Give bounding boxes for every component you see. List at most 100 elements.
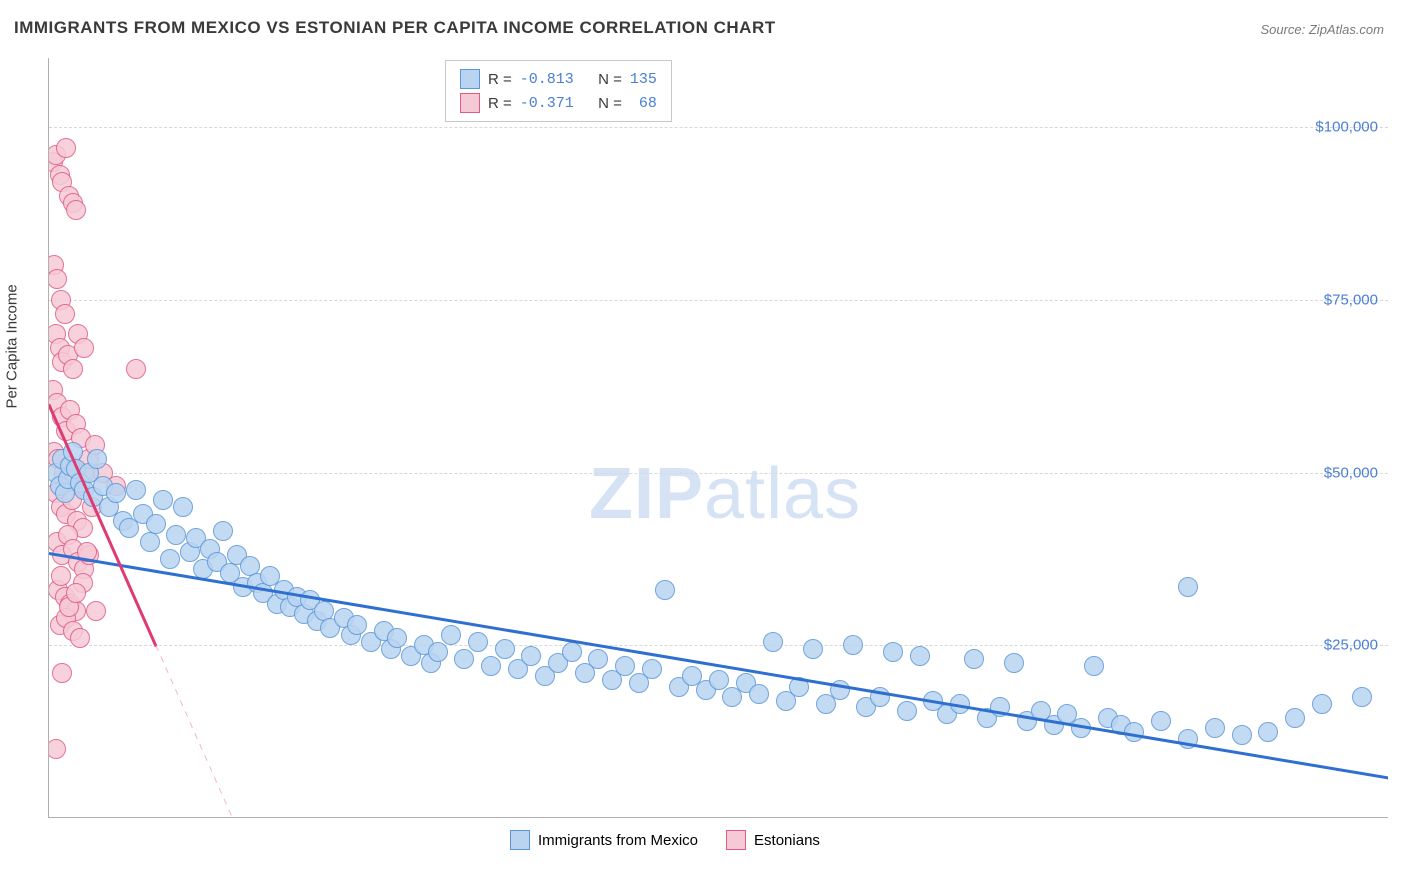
mexico-point xyxy=(166,525,186,545)
n-value-estonians: 68 xyxy=(630,95,657,112)
mexico-point xyxy=(615,656,635,676)
x-tick xyxy=(719,817,720,818)
mexico-point xyxy=(126,480,146,500)
y-tick-label: $25,000 xyxy=(1324,637,1378,654)
estonians-point xyxy=(86,601,106,621)
mexico-point xyxy=(140,532,160,552)
x-tick xyxy=(942,817,943,818)
gridline xyxy=(49,127,1388,128)
mexico-point xyxy=(1258,722,1278,742)
source-attribution: Source: ZipAtlas.com xyxy=(1260,22,1384,37)
mexico-point xyxy=(387,628,407,648)
series-legend: Immigrants from Mexico Estonians xyxy=(510,830,820,850)
mexico-point xyxy=(803,639,823,659)
legend-row-estonians: R = -0.371 N = 68 xyxy=(460,91,657,115)
mexico-point xyxy=(1232,725,1252,745)
source-prefix: Source: xyxy=(1260,22,1308,37)
mexico-point xyxy=(153,490,173,510)
estonians-point xyxy=(70,628,90,648)
mexico-point xyxy=(481,656,501,676)
y-tick-label: $75,000 xyxy=(1324,291,1378,308)
estonians-point xyxy=(48,739,66,759)
mexico-point xyxy=(146,514,166,534)
mexico-point xyxy=(562,642,582,662)
mexico-point xyxy=(441,625,461,645)
x-tick xyxy=(272,817,273,818)
watermark: ZIPatlas xyxy=(589,453,861,535)
r-value-mexico: -0.813 xyxy=(520,71,574,88)
mexico-point xyxy=(1084,656,1104,676)
y-tick-label: $100,000 xyxy=(1315,119,1378,136)
mexico-point xyxy=(1205,718,1225,738)
estonians-point xyxy=(56,138,76,158)
mexico-point xyxy=(1004,653,1024,673)
estonians-point xyxy=(55,304,75,324)
mexico-point xyxy=(495,639,515,659)
mexico-point xyxy=(642,659,662,679)
n-value-mexico: 135 xyxy=(630,71,657,88)
estonians-point xyxy=(48,269,67,289)
gridline xyxy=(49,473,1388,474)
mexico-point xyxy=(655,580,675,600)
estonians-point xyxy=(66,583,86,603)
mexico-point xyxy=(173,497,193,517)
n-label: N = xyxy=(598,95,622,112)
mexico-point xyxy=(347,615,367,635)
legend-item-estonians: Estonians xyxy=(726,830,820,850)
n-label: N = xyxy=(598,71,622,88)
r-value-estonians: -0.371 xyxy=(520,95,574,112)
r-label: R = xyxy=(488,71,512,88)
x-tick xyxy=(1166,817,1167,818)
correlation-legend: R = -0.813 N = 135 R = -0.371 N = 68 xyxy=(445,60,672,122)
mexico-point xyxy=(468,632,488,652)
estonians-point xyxy=(52,663,72,683)
y-axis-label: Per Capita Income xyxy=(4,284,21,408)
source-name: ZipAtlas.com xyxy=(1309,22,1384,37)
mexico-point xyxy=(588,649,608,669)
estonians-point xyxy=(126,359,146,379)
estonians-point xyxy=(66,200,86,220)
legend-label-estonians: Estonians xyxy=(754,832,820,849)
gridline xyxy=(49,300,1388,301)
scatter-plot-area: ZIPatlas $25,000$50,000$75,000$100,0000.… xyxy=(48,58,1388,818)
mexico-point xyxy=(897,701,917,721)
watermark-bold: ZIP xyxy=(589,454,704,534)
estonians-point xyxy=(51,566,71,586)
x-tick xyxy=(496,817,497,818)
mexico-point xyxy=(763,632,783,652)
legend-item-mexico: Immigrants from Mexico xyxy=(510,830,698,850)
mexico-point xyxy=(910,646,930,666)
mexico-point xyxy=(709,670,729,690)
trendline-estonians-extrapolated xyxy=(156,646,318,818)
swatch-estonians xyxy=(460,93,480,113)
mexico-point xyxy=(749,684,769,704)
legend-row-mexico: R = -0.813 N = 135 xyxy=(460,67,657,91)
mexico-point xyxy=(454,649,474,669)
mexico-point xyxy=(87,449,107,469)
swatch-mexico xyxy=(460,69,480,89)
mexico-point xyxy=(213,521,233,541)
mexico-point xyxy=(1124,722,1144,742)
mexico-point xyxy=(1178,577,1198,597)
mexico-point xyxy=(1285,708,1305,728)
mexico-point xyxy=(1312,694,1332,714)
mexico-point xyxy=(1151,711,1171,731)
watermark-light: atlas xyxy=(704,454,861,534)
mexico-point xyxy=(1352,687,1372,707)
mexico-point xyxy=(160,549,180,569)
estonians-point xyxy=(74,338,94,358)
mexico-point xyxy=(521,646,541,666)
r-label: R = xyxy=(488,95,512,112)
mexico-point xyxy=(106,483,126,503)
legend-label-mexico: Immigrants from Mexico xyxy=(538,832,698,849)
mexico-point xyxy=(964,649,984,669)
swatch-estonians xyxy=(726,830,746,850)
mexico-point xyxy=(843,635,863,655)
swatch-mexico xyxy=(510,830,530,850)
y-tick-label: $50,000 xyxy=(1324,464,1378,481)
chart-title: IMMIGRANTS FROM MEXICO VS ESTONIAN PER C… xyxy=(14,18,776,38)
mexico-point xyxy=(883,642,903,662)
x-tick xyxy=(49,817,50,818)
mexico-point xyxy=(428,642,448,662)
estonians-point xyxy=(63,359,83,379)
